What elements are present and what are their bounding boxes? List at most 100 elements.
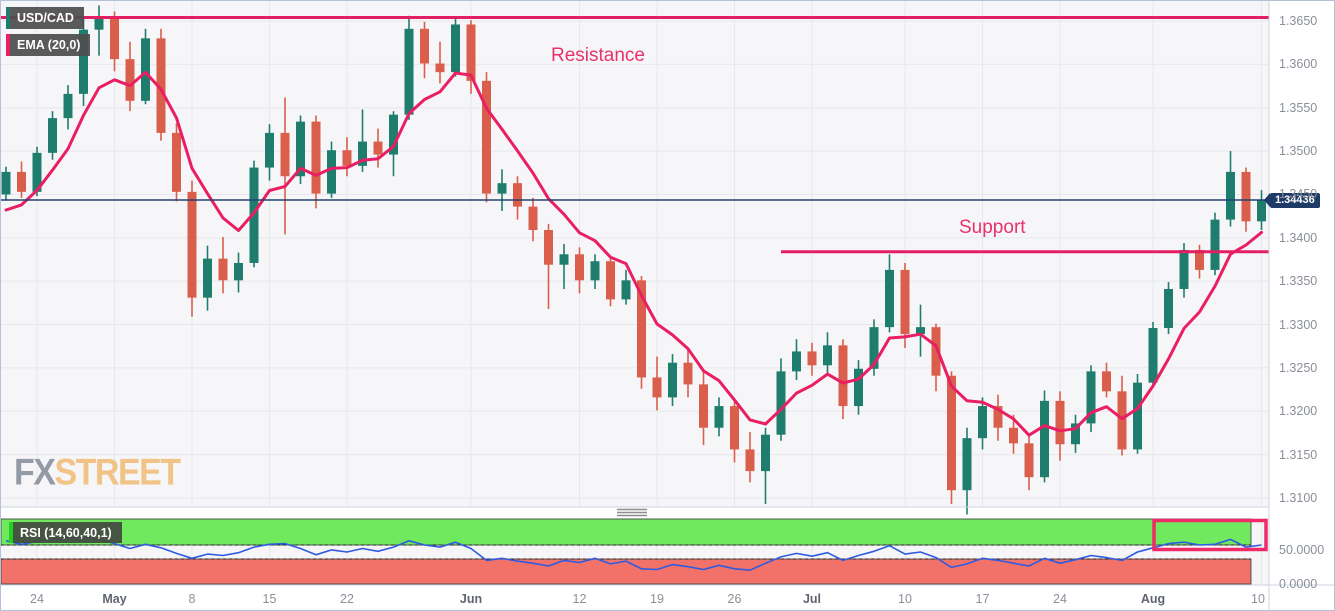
- candle[interactable]: [172, 123, 181, 202]
- candle[interactable]: [404, 15, 414, 120]
- candle[interactable]: [48, 111, 57, 160]
- candle[interactable]: [311, 115, 321, 209]
- time-tick: Jul: [802, 592, 822, 606]
- pair-legend-color-bar: [6, 7, 10, 29]
- candle[interactable]: [776, 358, 786, 441]
- candle[interactable]: [916, 304, 925, 357]
- candle[interactable]: [1, 166, 11, 201]
- candle[interactable]: [156, 28, 166, 141]
- support-label[interactable]: Support: [959, 217, 1026, 238]
- candle[interactable]: [606, 257, 615, 307]
- candle[interactable]: [1071, 414, 1080, 453]
- candle[interactable]: [714, 397, 724, 437]
- candle[interactable]: [79, 19, 88, 106]
- candle[interactable]: [854, 360, 863, 415]
- candle[interactable]: [1257, 190, 1266, 231]
- candle[interactable]: [342, 137, 352, 177]
- candle[interactable]: [420, 21, 429, 79]
- candle[interactable]: [1086, 365, 1096, 433]
- candle[interactable]: [280, 97, 290, 235]
- time-tick: Aug: [1140, 592, 1166, 606]
- candle[interactable]: [528, 197, 538, 242]
- candle[interactable]: [947, 371, 956, 505]
- candle[interactable]: [296, 115, 305, 185]
- time-tick: Jun: [459, 592, 483, 606]
- candle[interactable]: [141, 28, 150, 105]
- time-tick: 26: [727, 592, 742, 606]
- candle[interactable]: [761, 427, 770, 505]
- candle[interactable]: [993, 394, 1003, 441]
- candle[interactable]: [962, 427, 972, 515]
- candle[interactable]: [1040, 390, 1049, 483]
- rsi-legend[interactable]: RSI (14,60,40,1): [9, 522, 122, 543]
- candle[interactable]: [1055, 391, 1065, 461]
- candle[interactable]: [513, 176, 522, 220]
- candle[interactable]: [575, 247, 584, 294]
- candle[interactable]: [1102, 362, 1111, 398]
- candle[interactable]: [94, 5, 104, 56]
- time-tick: 8: [188, 592, 196, 606]
- ema-legend[interactable]: EMA (20,0): [6, 34, 91, 56]
- candle[interactable]: [621, 269, 631, 305]
- candle[interactable]: [125, 41, 135, 112]
- price-tick: 1.3600: [1279, 57, 1318, 72]
- time-tick: 10: [898, 592, 912, 606]
- price-tick: 1.3200: [1279, 404, 1318, 419]
- candle[interactable]: [1210, 212, 1220, 276]
- pair-legend[interactable]: USD/CAD: [6, 7, 84, 29]
- resistance-label[interactable]: Resistance: [551, 45, 645, 66]
- candle[interactable]: [900, 262, 910, 348]
- price-tag-arrow-icon: [1264, 192, 1270, 207]
- candle[interactable]: [792, 339, 801, 381]
- candle[interactable]: [482, 72, 491, 203]
- candle[interactable]: [559, 243, 569, 289]
- time-tick: 15: [262, 592, 277, 606]
- candle[interactable]: [218, 236, 228, 294]
- candle[interactable]: [590, 254, 600, 289]
- candle[interactable]: [838, 339, 848, 420]
- candle[interactable]: [110, 11, 119, 72]
- candle[interactable]: [978, 397, 987, 450]
- candle[interactable]: [373, 128, 383, 168]
- candle[interactable]: [1009, 414, 1018, 454]
- candle[interactable]: [203, 245, 212, 311]
- candle[interactable]: [823, 332, 832, 374]
- candle[interactable]: [1117, 375, 1127, 456]
- candle[interactable]: [63, 85, 73, 130]
- candle[interactable]: [466, 20, 476, 94]
- candle[interactable]: [730, 401, 739, 463]
- candle[interactable]: [435, 41, 445, 84]
- candle[interactable]: [699, 371, 708, 446]
- rsi-highlight-box[interactable]: [1152, 518, 1268, 552]
- last-price-value: 1.34436: [1275, 193, 1315, 206]
- price-tick: 1.3150: [1279, 447, 1318, 462]
- candle[interactable]: [187, 180, 197, 317]
- pane-resize-handle[interactable]: [617, 508, 647, 517]
- rsi-overbought-zone: [1, 518, 1252, 546]
- candle[interactable]: [1133, 373, 1142, 454]
- candle[interactable]: [1164, 282, 1173, 335]
- candle[interactable]: [497, 169, 507, 211]
- candle[interactable]: [668, 354, 677, 407]
- time-tick: 22: [340, 592, 354, 606]
- candle[interactable]: [1024, 434, 1034, 491]
- time-tick: 24: [1053, 592, 1067, 606]
- time-tick: 12: [572, 592, 587, 606]
- candle[interactable]: [451, 17, 460, 77]
- candle[interactable]: [652, 356, 662, 411]
- candle[interactable]: [745, 432, 755, 483]
- candle[interactable]: [885, 254, 894, 333]
- ema-line[interactable]: [4, 70, 1263, 437]
- candle[interactable]: [265, 124, 274, 181]
- candle[interactable]: [17, 161, 26, 198]
- candle[interactable]: [683, 349, 693, 398]
- rsi-line[interactable]: [5, 535, 1262, 572]
- candle[interactable]: [1226, 151, 1235, 227]
- candle[interactable]: [931, 323, 941, 392]
- candle[interactable]: [234, 252, 243, 293]
- candles-layer[interactable]: [1, 5, 1267, 515]
- candle[interactable]: [544, 223, 553, 309]
- candle[interactable]: [1148, 321, 1158, 387]
- candle[interactable]: [807, 342, 817, 376]
